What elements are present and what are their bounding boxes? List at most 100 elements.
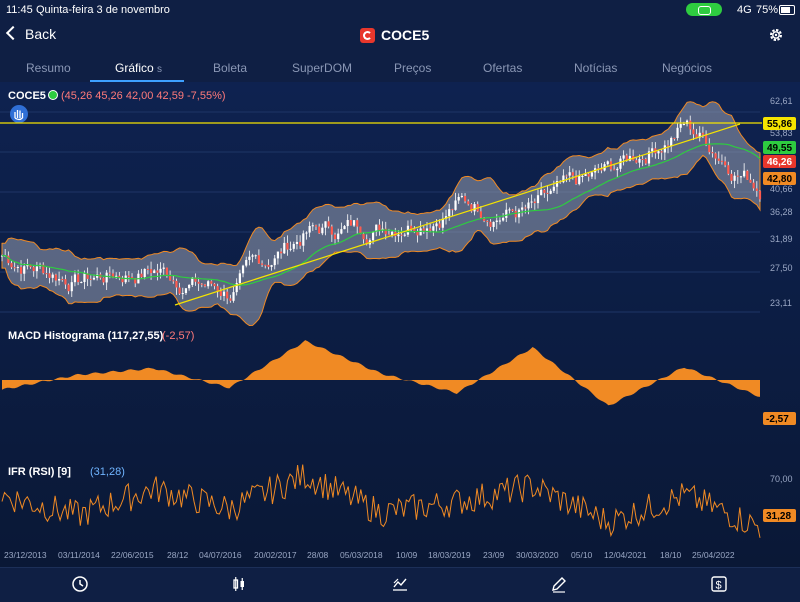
badge-49-55-text: 49,55 — [767, 143, 792, 154]
candle-body — [299, 241, 302, 246]
back-button[interactable]: Back — [5, 25, 56, 42]
candle-body — [644, 159, 647, 164]
network-label: 4G — [737, 4, 752, 16]
x-tick: 28/12 — [167, 550, 189, 560]
candle-body — [362, 233, 365, 240]
candle-body — [64, 279, 67, 285]
tab-resumo[interactable]: Resumo — [26, 61, 71, 75]
candle-body — [739, 176, 743, 178]
candle-body — [698, 132, 701, 138]
clock-icon[interactable] — [71, 575, 89, 593]
tab-bar: Resumo Gráfico s Boleta SuperDOM Preços … — [0, 52, 800, 83]
candle-body — [425, 228, 429, 232]
candle-body — [419, 228, 422, 236]
candle-body — [149, 269, 153, 274]
candle-body — [403, 234, 406, 236]
candle-body — [80, 282, 83, 284]
x-tick: 05/03/2018 — [340, 550, 383, 560]
candle-body — [527, 202, 530, 209]
chart-canvas[interactable]: COCE5 (45,26 45,26 42,00 42,59 -7,55%) 6… — [0, 82, 800, 567]
rsi-y-tick: 70,00 — [770, 474, 793, 484]
battery-label: 75% — [756, 4, 779, 16]
candle-body — [435, 223, 438, 227]
candle-body — [127, 275, 130, 277]
tab-superdom[interactable]: SuperDOM — [292, 61, 353, 75]
candle-body — [238, 273, 241, 284]
tab-ofertas[interactable]: Ofertas — [483, 61, 523, 75]
candle-body — [587, 174, 590, 177]
hand-tool-icon[interactable] — [10, 105, 28, 123]
candle-body — [260, 263, 264, 265]
candle-body — [45, 273, 48, 275]
status-date: Quinta-feira 3 de novembro — [36, 4, 170, 16]
candle-body — [571, 172, 574, 176]
call-pill[interactable] — [686, 3, 722, 16]
live-status-icon — [48, 90, 58, 100]
candle-body — [460, 195, 463, 197]
candle-body — [463, 195, 467, 202]
tab-negocios[interactable]: Negócios — [662, 61, 713, 75]
tab-boleta[interactable]: Boleta — [213, 61, 248, 75]
macd-label: MACD Histograma (117,27,55) — [8, 330, 164, 342]
rsi-badge — [763, 509, 796, 522]
candle-body — [410, 225, 413, 230]
x-tick: 18/10 — [660, 550, 682, 560]
candle-body — [86, 273, 89, 279]
candle-body — [578, 176, 581, 185]
candle-body — [400, 234, 403, 236]
candle-body — [118, 275, 121, 278]
tab-precos[interactable]: Preços — [394, 61, 432, 75]
candle-body — [660, 151, 663, 153]
link-icon — [698, 6, 711, 15]
candle-body — [140, 273, 143, 277]
candle-body — [375, 224, 378, 232]
candle-body — [546, 192, 549, 194]
candle-body — [207, 281, 210, 287]
candle-body — [540, 189, 543, 196]
candle-body — [188, 284, 191, 289]
candles-icon[interactable] — [230, 575, 248, 593]
candle-body — [197, 281, 200, 284]
pencil-icon[interactable] — [550, 575, 568, 593]
candle-body — [606, 161, 609, 165]
candle-body — [746, 170, 749, 180]
candle-body — [724, 161, 727, 166]
trendline-annotation[interactable] — [174, 123, 741, 306]
candle-body — [673, 137, 676, 139]
candle-body — [413, 229, 416, 232]
candle-body — [105, 272, 108, 283]
candle-body — [330, 226, 333, 235]
candle-body — [692, 129, 695, 135]
indicator-icon[interactable] — [391, 575, 409, 593]
page-title: COCE5 — [360, 27, 429, 43]
candle-body — [83, 273, 86, 283]
dollar-icon[interactable]: $ — [710, 575, 728, 593]
candle-body — [714, 153, 717, 159]
candle-body — [273, 258, 276, 266]
candle-body — [619, 158, 622, 169]
candle-body — [308, 226, 311, 233]
y-tick: 27,50 — [770, 263, 793, 273]
candle-body — [752, 182, 755, 189]
candle-body — [165, 267, 169, 276]
rsi-value: (31,28) — [90, 466, 125, 478]
candle-body — [48, 273, 51, 278]
candle-body — [7, 255, 10, 264]
candle-body — [704, 134, 708, 145]
tab-grafico[interactable]: Gráfico s — [115, 61, 162, 75]
candle-body — [489, 221, 492, 227]
candle-body — [495, 220, 498, 222]
gear-icon[interactable] — [768, 27, 784, 43]
rsi-label: IFR (RSI) [9] — [8, 466, 71, 478]
candle-body — [251, 255, 254, 257]
candle-body — [365, 239, 368, 245]
candle-body — [701, 132, 705, 135]
candle-body — [324, 221, 327, 228]
candle-body — [343, 226, 346, 230]
bottom-toolbar: $ — [0, 567, 800, 602]
candle-body — [521, 207, 524, 210]
candle-body — [438, 223, 441, 228]
candle-body — [717, 158, 720, 161]
candle-body — [371, 231, 375, 241]
tab-noticias[interactable]: Notícias — [574, 61, 618, 75]
